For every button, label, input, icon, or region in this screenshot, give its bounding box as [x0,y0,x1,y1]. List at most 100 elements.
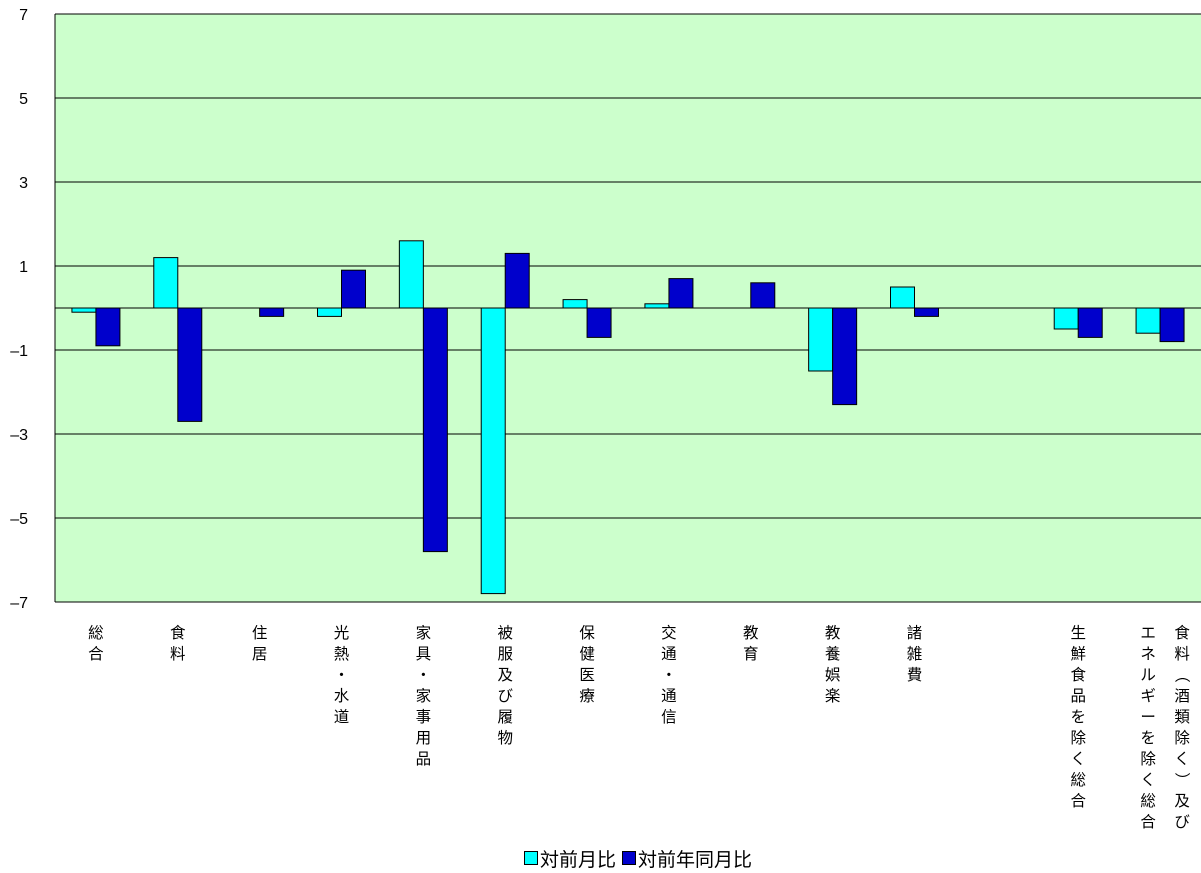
y-tick-label: 3 [19,175,28,192]
bar-yoy [914,307,939,317]
y-tick-label: –1 [10,343,28,360]
category-label-char: 食 [170,624,186,642]
bar-mom [398,240,424,309]
category-label-char: 生 [1070,624,1086,642]
category-label-char: （ [1173,667,1191,683]
category-label-char: 食 [1070,666,1086,684]
category-label-char: 楽 [825,687,841,705]
legend-swatch-mom [524,851,538,865]
category-label-char: 品 [1070,687,1086,705]
bar-yoy [750,282,776,309]
bar-yoy [1077,307,1103,338]
category-label-char: ） [1173,772,1191,788]
bar-mom [153,257,179,309]
category-label-char: 総 [1070,771,1086,789]
bar-yoy [668,278,694,309]
category-label-char: 教 [743,624,759,642]
legend-item-yoy: 対前年同月比 [622,845,752,872]
category-labels: 総合食料住居光熱・水道家具・家事用品被服及び履物保健医療交通・通信教育教養娯楽諸… [88,624,1191,831]
category-label-char: 用 [416,729,432,747]
bar-yoy [1159,307,1185,343]
category-label-char: 除 [1070,729,1086,747]
y-tick-label: –7 [10,595,28,612]
category-label-char: 療 [579,687,595,705]
y-tick-label: 7 [19,7,28,24]
bar-yoy [95,307,121,347]
category-label-char: 養 [825,645,841,663]
category-label-char: び [1174,813,1190,831]
category-label-char: く [1070,750,1086,768]
category-label-char: 被 [497,624,513,642]
category-label-char: 保 [579,624,595,642]
bar-mom [562,299,588,309]
category-label-char: 具 [416,645,432,663]
category-label-char: 合 [1070,792,1086,810]
category-label-char: を [1140,729,1156,747]
y-tick-label: –3 [10,427,28,444]
category-label-char: ル [1140,666,1156,684]
category-label-char: 履 [497,708,513,726]
bar-mom [808,307,834,372]
y-tick-labels: 7 5 3 1 –1 –3 –5 –7 [10,7,28,612]
bar-yoy [832,307,858,406]
bar-yoy [177,307,203,422]
bar-mom [480,307,506,595]
category-label-char: ネ [1140,645,1156,663]
category-label-char: 料 [170,645,186,663]
category-label-char: 合 [1140,813,1156,831]
category-label-char: 医 [579,666,595,684]
bar-mom [71,307,97,313]
category-label-char: く [1140,771,1156,789]
bar-yoy [422,307,448,553]
category-label-char: 除 [1174,729,1190,747]
bar-yoy [259,307,285,317]
category-label-char: 総 [88,624,104,642]
category-label-char: 教 [825,624,841,642]
bar-mom [890,286,915,309]
category-label-char: 類 [1174,708,1190,726]
category-label-char: 水 [334,687,350,705]
category-label-char: 及 [497,666,513,684]
legend: 対前月比 対前年同月比 [524,843,758,873]
category-label-char: 酒 [1174,687,1190,705]
category-label-char: 物 [497,729,513,747]
legend-item-mom: 対前月比 [524,845,616,872]
category-label-char: 交 [661,624,677,642]
bar-yoy [504,252,530,309]
category-label-char: 信 [661,708,677,726]
gridlines [55,97,1201,519]
category-label-char: 諸 [907,624,923,642]
category-label-char: 家 [416,687,432,705]
category-label-char: 食 [1174,624,1190,642]
category-label-char: 費 [907,666,923,684]
category-label-char: 道 [334,708,350,726]
bar-yoy [341,269,366,309]
y-tick-label: 1 [19,259,28,276]
category-label-char: 雑 [907,645,923,663]
category-label-char: 事 [416,708,432,726]
category-label-char: 娯 [825,666,841,684]
category-label-char: を [1070,708,1086,726]
category-label-char: ・ [334,666,350,684]
y-tick-label: –5 [10,511,28,528]
category-label-char: 健 [579,645,595,663]
category-label-char: 合 [88,645,104,663]
category-label-char: ー [1140,708,1156,726]
bar-mom [1135,307,1161,334]
category-label-char: ・ [416,666,432,684]
bars [71,240,1185,595]
category-label-char: 熱 [334,645,350,663]
category-label-char: 及 [1174,792,1190,810]
y-tick-label: 5 [19,91,28,108]
category-label-char: び [497,687,513,705]
category-label-char: 光 [334,624,350,642]
category-label-char: 料 [1174,645,1190,663]
category-label-char: ・ [661,666,677,684]
legend-swatch-yoy [622,851,637,865]
category-label-char: ギ [1140,687,1156,705]
category-label-char: く [1174,750,1190,768]
category-label-char: 居 [252,645,268,663]
category-label-char: 育 [743,645,759,663]
bar-mom [644,303,670,309]
legend-label-yoy: 対前年同月比 [638,848,753,871]
